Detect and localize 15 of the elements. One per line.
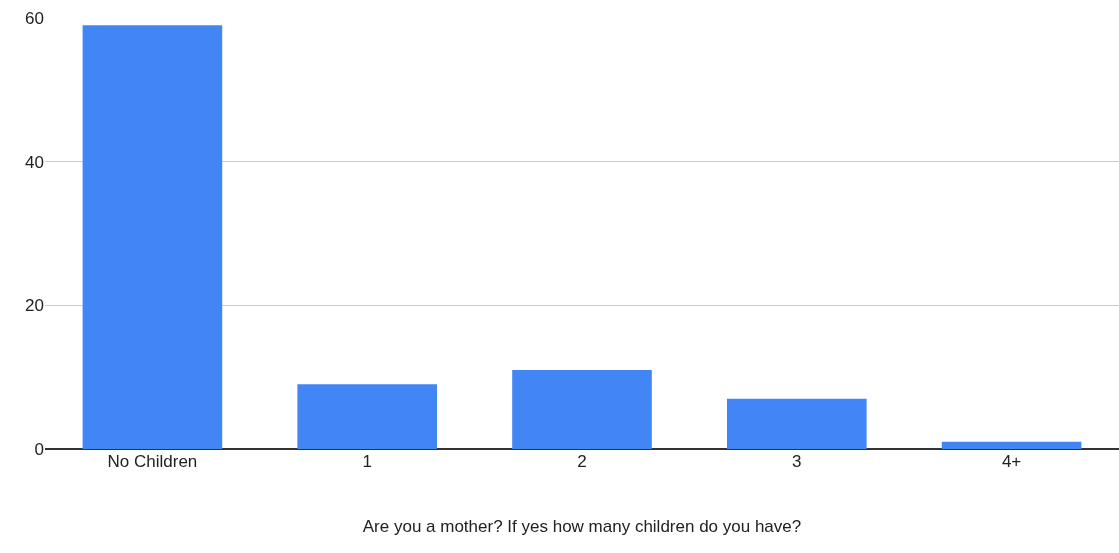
x-tick-label: 4+ — [1001, 452, 1022, 471]
x-tick-label: 1 — [362, 452, 372, 471]
bar — [726, 398, 867, 449]
y-tick-label: 60 — [25, 8, 44, 28]
bar — [512, 369, 652, 449]
y-tick-label: 40 — [25, 152, 44, 172]
y-tick-label: 0 — [34, 439, 44, 459]
x-tick-label: No Children — [107, 452, 198, 471]
y-tick-label: 20 — [25, 296, 44, 316]
bar — [82, 25, 223, 449]
x-axis-title: Are you a mother? If yes how many children do you have? — [362, 517, 802, 537]
x-tick-label: 2 — [577, 452, 587, 471]
bar — [941, 441, 1082, 449]
x-tick-label: 3 — [792, 452, 802, 471]
bar — [297, 384, 438, 449]
